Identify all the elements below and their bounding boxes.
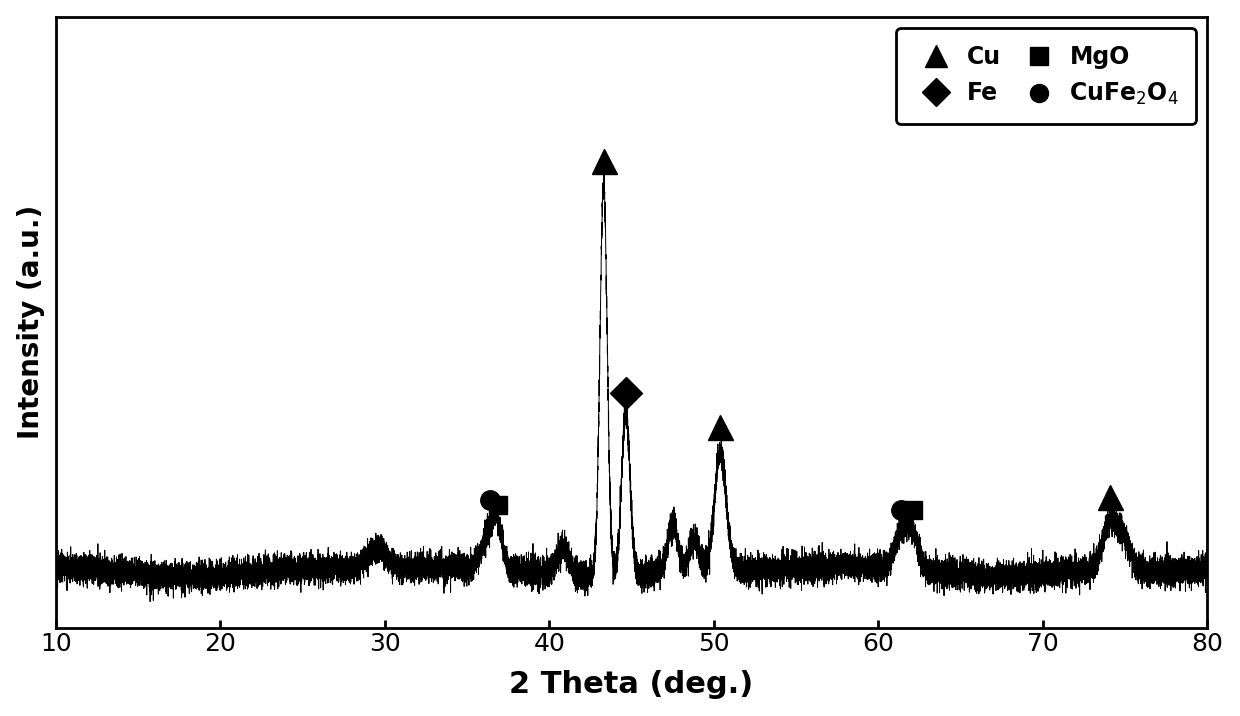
Y-axis label: Intensity (a.u.): Intensity (a.u.) xyxy=(16,205,45,439)
X-axis label: 2 Theta (deg.): 2 Theta (deg.) xyxy=(510,670,754,700)
Legend: Cu, Fe, MgO, CuFe$_2$O$_4$: Cu, Fe, MgO, CuFe$_2$O$_4$ xyxy=(897,29,1195,124)
